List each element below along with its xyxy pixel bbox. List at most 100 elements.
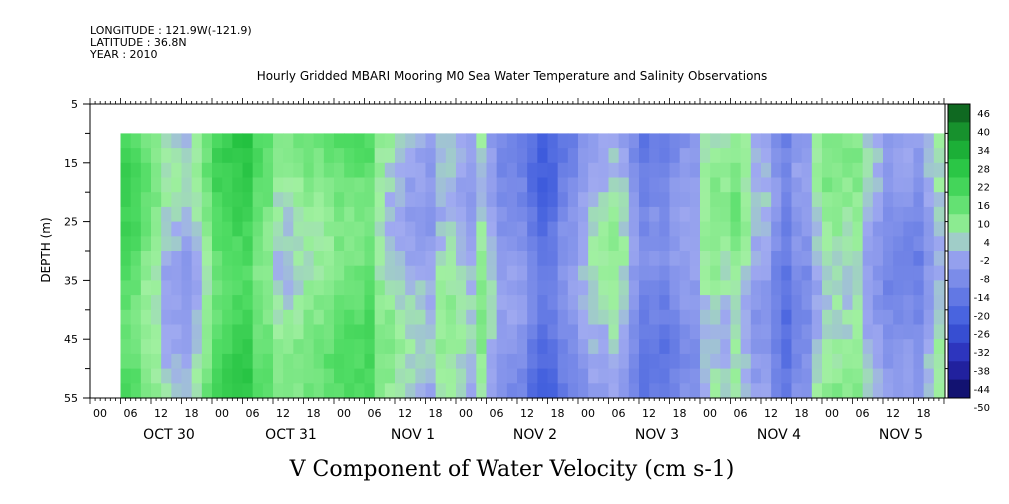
heatmap-cell xyxy=(232,221,244,237)
heatmap-cell xyxy=(760,177,772,193)
heatmap-cell xyxy=(801,251,813,267)
heatmap-cell xyxy=(293,265,305,281)
heatmap-cell xyxy=(293,339,305,355)
heatmap-cell xyxy=(140,236,152,252)
heatmap-cell xyxy=(659,295,671,311)
heatmap-cell xyxy=(313,339,325,355)
heatmap-cell xyxy=(171,236,183,252)
heatmap-cell xyxy=(862,265,874,281)
heatmap-cell xyxy=(476,133,488,149)
heatmap-cell xyxy=(364,280,376,296)
heatmap-cell xyxy=(191,162,203,179)
heatmap-cell xyxy=(516,162,528,179)
heatmap-cell xyxy=(923,236,935,252)
colorbar-label: -2 xyxy=(980,256,990,267)
heatmap-cell xyxy=(364,309,376,326)
heatmap-cell xyxy=(699,295,711,311)
colorbar-swatch xyxy=(948,122,970,142)
x-hour-tick-label: 00 xyxy=(93,407,107,420)
heatmap-cell xyxy=(374,280,386,296)
heatmap-cell xyxy=(588,324,599,340)
heatmap-cell xyxy=(354,353,366,370)
x-axis: 00 06 12 18 00 06 12 18 00 06 12 18 00 06 12 18 00 06 12 18… xyxy=(89,98,945,443)
heatmap-cell xyxy=(262,192,274,208)
heatmap-cell xyxy=(344,280,355,296)
heatmap-cell xyxy=(649,353,660,370)
heatmap-cell xyxy=(313,353,325,370)
heatmap-cell xyxy=(120,148,132,164)
heatmap-cell xyxy=(750,265,762,281)
heatmap-cell xyxy=(567,309,579,326)
heatmap-cell xyxy=(649,324,660,340)
heatmap-cell xyxy=(557,383,569,399)
heatmap-cell xyxy=(689,192,701,208)
heatmap-cell xyxy=(435,265,447,281)
heatmap-cell xyxy=(760,162,772,179)
heatmap-cell xyxy=(273,280,284,296)
heatmap-cell xyxy=(598,368,610,384)
heatmap-cell xyxy=(771,192,782,208)
heatmap-cell xyxy=(933,368,945,384)
heatmap-cell xyxy=(781,265,793,281)
heatmap-cell xyxy=(242,148,254,164)
heatmap-cell xyxy=(384,383,396,399)
heatmap-cell xyxy=(832,162,843,179)
heatmap-cell xyxy=(161,339,172,355)
heatmap-cell xyxy=(384,265,396,281)
heatmap-cell xyxy=(781,236,793,252)
heatmap-cell xyxy=(334,339,345,355)
heatmap-cell xyxy=(130,383,142,399)
heatmap-cell xyxy=(120,324,132,340)
colorbar-label: -32 xyxy=(974,348,990,359)
heatmap-cell xyxy=(476,309,488,326)
heatmap-cell xyxy=(893,236,904,252)
heatmap-cell xyxy=(933,162,945,179)
heatmap-cell xyxy=(161,177,172,193)
heatmap-cell xyxy=(232,162,244,179)
heatmap-cell xyxy=(923,280,935,296)
heatmap-cell xyxy=(303,383,315,399)
heatmap-cell xyxy=(374,162,386,179)
heatmap-cell xyxy=(405,324,416,340)
heatmap-cell xyxy=(811,353,823,370)
heatmap-cell xyxy=(730,280,742,296)
heatmap-cell xyxy=(364,383,376,399)
heatmap-cell xyxy=(933,295,945,311)
heatmap-cell xyxy=(771,368,782,384)
heatmap-cell xyxy=(374,368,386,384)
heatmap-cell xyxy=(903,309,915,326)
heatmap-cell xyxy=(273,177,284,193)
heatmap-cell xyxy=(598,309,610,326)
heatmap-cell xyxy=(679,192,691,208)
heatmap-cell xyxy=(832,133,843,149)
heatmap-cell xyxy=(435,324,447,340)
heatmap-cell xyxy=(151,221,162,237)
heatmap-cell xyxy=(913,295,925,311)
heatmap-cell xyxy=(862,221,874,237)
heatmap-cell xyxy=(618,324,630,340)
heatmap-cell xyxy=(852,265,864,281)
heatmap-cell xyxy=(821,295,833,311)
heatmap-cell xyxy=(710,162,721,179)
heatmap-cell xyxy=(852,206,864,223)
latitude-label: LATITUDE : 36.8N xyxy=(90,36,187,49)
heatmap-cell xyxy=(781,177,793,193)
heatmap-cell xyxy=(699,339,711,355)
heatmap-cell xyxy=(181,177,193,193)
heatmap-cell xyxy=(212,295,223,311)
heatmap-cell xyxy=(771,324,782,340)
heatmap-cell xyxy=(771,295,782,311)
heatmap-cell xyxy=(476,251,488,267)
heatmap-cell xyxy=(771,162,782,179)
heatmap-cell xyxy=(445,236,457,252)
heatmap-cell xyxy=(903,236,915,252)
heatmap-cell xyxy=(740,148,752,164)
heatmap-cell xyxy=(669,339,681,355)
heatmap-cell xyxy=(425,353,437,370)
heatmap-cell xyxy=(323,309,335,326)
heatmap-cell xyxy=(486,192,498,208)
heatmap-cell xyxy=(334,353,345,370)
heatmap-cell xyxy=(862,177,874,193)
heatmap-cell xyxy=(384,368,396,384)
heatmap-cell xyxy=(273,383,284,399)
